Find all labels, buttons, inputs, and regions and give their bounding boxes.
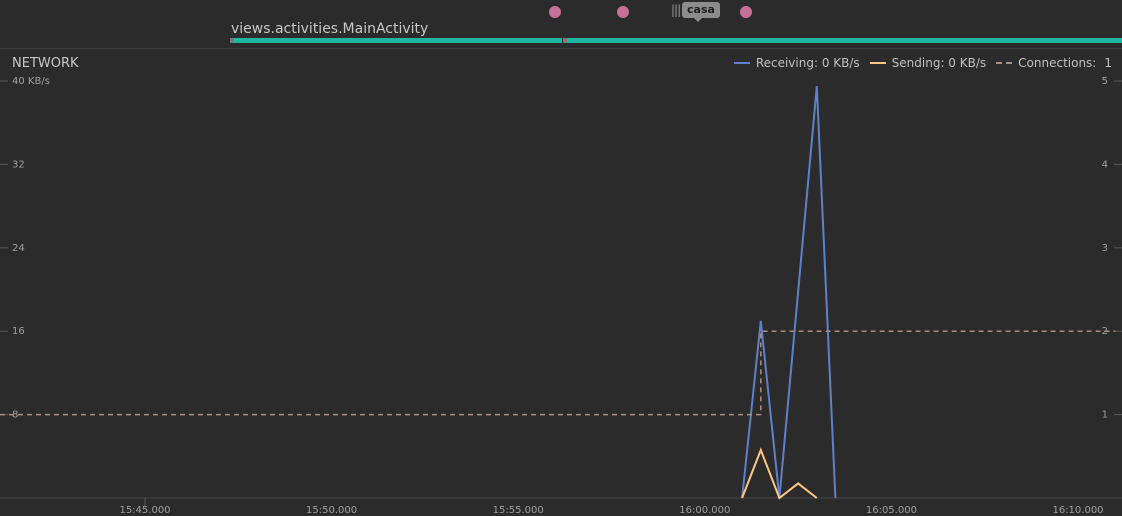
activity-marker	[563, 38, 567, 43]
y-right-tick-label: 5	[1102, 76, 1108, 87]
event-dot[interactable]	[740, 6, 752, 18]
legend-label-connections: Connections:	[1018, 56, 1097, 70]
legend-receiving: Receiving: 0 KB/s	[733, 56, 860, 70]
series-line-sending	[741, 447, 818, 500]
y-right-tick-label: 3	[1102, 243, 1108, 254]
activity-start-marker	[230, 38, 234, 43]
y-left-tick-label: 24	[12, 243, 25, 254]
legend-swatch-receiving	[733, 62, 750, 64]
activity-name: views.activities.MainActivity	[231, 21, 429, 37]
chart-legend: Receiving: 0 KB/s Sending: 0 KB/s Connec…	[724, 56, 1112, 70]
x-tick-label: 15:45.000	[119, 505, 170, 516]
x-tick-label: 16:00.000	[679, 505, 730, 516]
y-right-tick-label: 1	[1102, 410, 1108, 421]
legend-label-receiving: Receiving: 0 KB/s	[755, 56, 860, 70]
x-tick-label: 16:05.000	[866, 505, 917, 516]
event-badge[interactable]: casa	[682, 2, 720, 22]
activity-bar[interactable]	[230, 38, 1122, 43]
legend-connections-value: 1	[1104, 56, 1112, 70]
y-left-tick-label: 16	[12, 326, 25, 337]
chart-title: NETWORK	[12, 56, 79, 71]
event-timeline: ||| casa views.activities.MainActivity	[0, 0, 1122, 49]
touch-gesture-icon: |||	[671, 3, 681, 17]
y-right-tick-label: 4	[1102, 159, 1108, 170]
legend-sending: Sending: 0 KB/s	[869, 56, 987, 70]
activity-segment[interactable]	[234, 38, 562, 43]
x-tick-label: 15:55.000	[493, 505, 544, 516]
network-chart[interactable]: 15:45.000 15:50.000 15:55.000 16:00.000 16:0…	[0, 50, 1122, 516]
x-tick-label: 16:10.000	[1052, 505, 1103, 516]
event-dot[interactable]	[617, 6, 629, 18]
legend-connections: Connections: 1	[996, 56, 1112, 70]
activity-segment[interactable]	[567, 38, 1122, 43]
y-left-tick-label: 32	[12, 159, 25, 170]
y-left-tick-label: 40 KB/s	[12, 76, 50, 87]
legend-swatch-sending	[869, 62, 886, 64]
legend-label-sending: Sending: 0 KB/s	[891, 56, 987, 70]
y-left-tick-label: 8	[12, 410, 18, 421]
legend-swatch-connections	[996, 62, 1013, 64]
x-tick-label: 15:50.000	[306, 505, 357, 516]
series-line-connections	[0, 330, 1116, 416]
series-line-receiving	[741, 86, 837, 499]
event-dot[interactable]	[549, 6, 561, 18]
